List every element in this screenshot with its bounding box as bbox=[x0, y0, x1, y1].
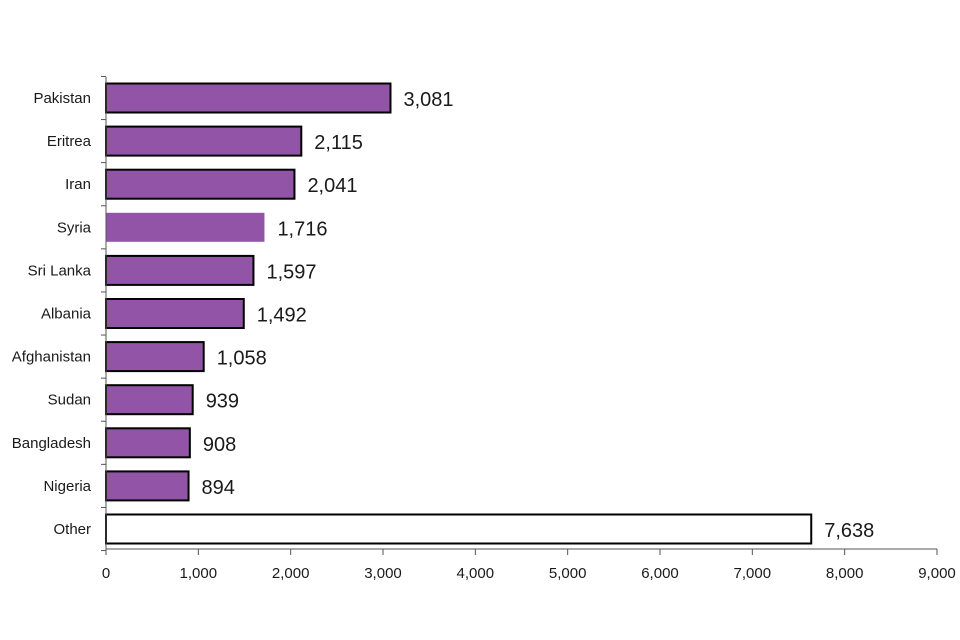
x-tick-label: 4,000 bbox=[457, 565, 495, 582]
x-tick-label: 9,000 bbox=[918, 565, 956, 582]
bar-pakistan bbox=[105, 82, 392, 114]
value-label: 2,041 bbox=[307, 175, 357, 197]
category-label: Iran bbox=[65, 176, 91, 193]
category-label: Sudan bbox=[48, 392, 91, 409]
bar-albania bbox=[105, 298, 245, 329]
bar-bangladesh bbox=[105, 427, 191, 459]
x-tick-label: 5,000 bbox=[549, 565, 587, 582]
category-label: Albania bbox=[41, 306, 92, 323]
bar-sudan bbox=[105, 384, 194, 416]
x-tick-label: 2,000 bbox=[272, 565, 310, 582]
value-label: 1,716 bbox=[277, 218, 327, 240]
bar-afghanistan bbox=[105, 341, 205, 373]
x-tick-label: 6,000 bbox=[641, 565, 679, 582]
value-label: 939 bbox=[206, 391, 239, 413]
category-label: Syria bbox=[57, 219, 92, 236]
bar-syria bbox=[106, 212, 265, 242]
x-tick-label: 3,000 bbox=[364, 565, 402, 582]
category-label: Nigeria bbox=[43, 478, 91, 495]
x-tick-label: 1,000 bbox=[180, 565, 218, 582]
value-label: 1,058 bbox=[217, 348, 267, 370]
category-label: Pakistan bbox=[33, 90, 91, 107]
bar-eritrea bbox=[105, 125, 303, 157]
value-label: 3,081 bbox=[403, 89, 453, 111]
x-tick-label: 8,000 bbox=[826, 565, 864, 582]
x-tick-label: 7,000 bbox=[734, 565, 772, 582]
bar-nigeria bbox=[105, 470, 190, 502]
value-label: 894 bbox=[202, 477, 235, 499]
category-label: Sri Lanka bbox=[28, 262, 92, 279]
bar-iran bbox=[105, 168, 296, 200]
x-tick-label: 0 bbox=[102, 565, 110, 582]
category-label: Eritrea bbox=[47, 133, 92, 150]
category-label: Bangladesh bbox=[12, 435, 91, 452]
value-label: 7,638 bbox=[824, 520, 874, 542]
value-label: 908 bbox=[203, 434, 236, 456]
category-label: Other bbox=[53, 521, 91, 538]
value-label: 2,115 bbox=[314, 132, 363, 154]
bar-sri-lanka bbox=[105, 254, 255, 286]
category-label: Afghanistan bbox=[12, 349, 91, 366]
value-label: 1,492 bbox=[257, 305, 307, 327]
bar-other bbox=[105, 513, 813, 545]
value-label: 1,597 bbox=[266, 261, 316, 283]
